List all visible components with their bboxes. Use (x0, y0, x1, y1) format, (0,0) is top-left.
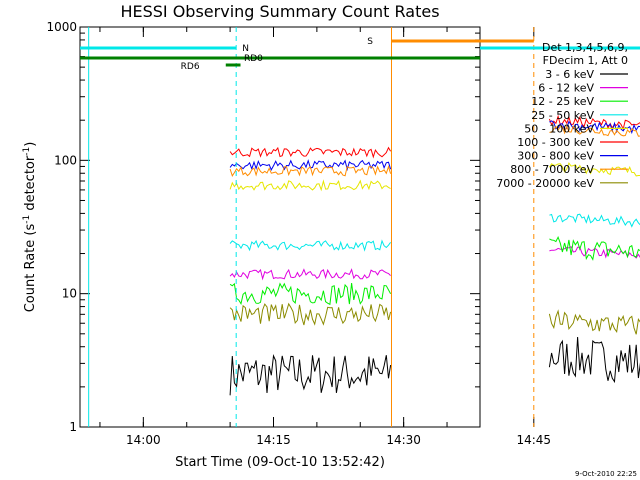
y-axis-label: Count Rate (s-1 detector-1) (22, 142, 38, 313)
series-line-segment (229, 282, 392, 306)
x-tick-label: 14:00 (126, 433, 161, 447)
rd0-label: RD0 (244, 54, 263, 64)
chart-title: HESSI Observing Summary Count Rates (120, 2, 439, 21)
series-line-segment (549, 124, 640, 137)
x-axis-label: Start Time (09-Oct-10 13:52:42) (175, 455, 385, 470)
x-tick-label: 14:45 (516, 433, 551, 447)
event-lines (88, 27, 535, 427)
x-tick-label: 14:15 (256, 433, 291, 447)
legend-label: 800 - 7000 keV (510, 163, 594, 176)
series-line-segment (549, 245, 640, 259)
saa-label: S (367, 37, 373, 47)
legend-label: 3 - 6 keV (545, 68, 594, 81)
series-line-segment (229, 354, 392, 396)
y-axis-label-end: ) (23, 142, 38, 147)
legend-label: 7000 - 20000 keV (496, 177, 594, 190)
y-axis-label-mid: detector (23, 155, 38, 215)
status-bars (80, 39, 640, 67)
series-line-segment (549, 120, 640, 135)
legend-label: 12 - 25 keV (531, 95, 594, 108)
y-axis-label-sup1: -1 (22, 215, 32, 224)
legend-header-2: FDecim 1, Att 0 (543, 54, 628, 67)
legend-label: 50 - 100 keV (524, 122, 594, 135)
series-line-segment (549, 235, 640, 261)
y-axis-ticks: 1 10 100 1000 (46, 20, 480, 434)
y-tick-label: 100 (54, 153, 77, 167)
series-line-segment (229, 302, 392, 326)
y-tick-label: 1000 (46, 20, 77, 34)
legend-label: 25 - 50 keV (531, 109, 594, 122)
legend: Det 1,3,4,5,6,9, FDecim 1, Att 0 3 - 6 k… (496, 41, 628, 190)
y-axis-label-main: Count Rate (s (23, 224, 38, 313)
series-line-segment (229, 165, 392, 177)
legend-header-1: Det 1,3,4,5,6,9, (542, 41, 628, 54)
series-line-segment (548, 309, 640, 335)
series-line-segment (548, 336, 640, 384)
series-line-segment (549, 213, 640, 228)
y-tick-label: 1 (69, 420, 77, 434)
legend-label: 300 - 800 keV (517, 150, 594, 163)
x-tick-label: 14:30 (386, 433, 421, 447)
y-axis-label-sup2: -1 (22, 147, 32, 156)
series-line-segment (548, 114, 640, 131)
y-tick-label: 10 (62, 287, 77, 301)
series-line-segment (548, 162, 640, 177)
night-label: N (242, 44, 249, 54)
series-line-segment (229, 268, 391, 281)
series-line-segment (229, 239, 392, 252)
series-layer (229, 114, 640, 396)
series-line-segment (229, 179, 391, 192)
rd6-label: RD6 (181, 62, 200, 72)
plot-frame (79, 26, 481, 428)
legend-label: 100 - 300 keV (517, 136, 594, 149)
timestamp: 9-Oct-2010 22:25 (575, 470, 637, 478)
legend-label: 6 - 12 keV (538, 82, 594, 95)
series-line-segment (229, 146, 392, 159)
